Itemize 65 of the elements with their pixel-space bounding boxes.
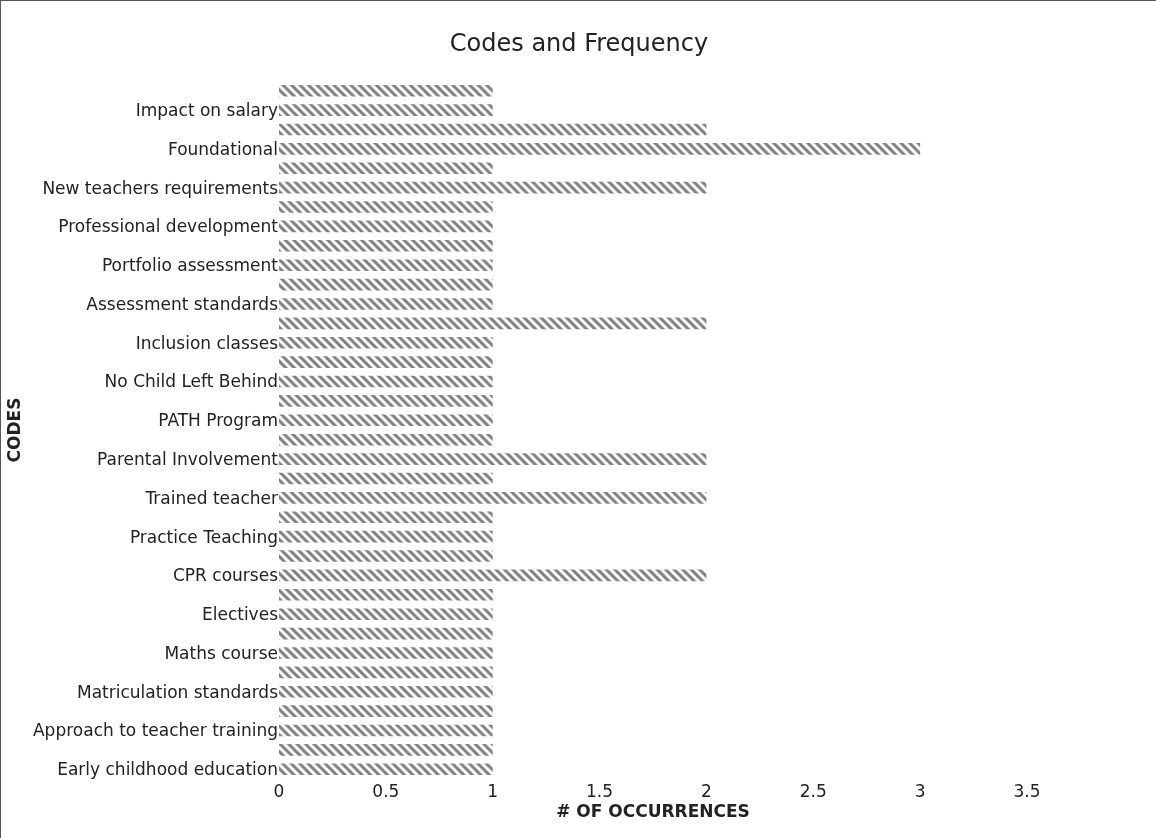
bar bbox=[279, 433, 493, 446]
bar bbox=[279, 375, 493, 388]
y-tick-label: Inclusion classes bbox=[135, 332, 279, 353]
bar bbox=[279, 259, 493, 272]
bar bbox=[279, 588, 493, 601]
bar bbox=[279, 666, 493, 679]
x-tick-label: 3.5 bbox=[1013, 781, 1041, 801]
y-tick-label: New teachers requirements bbox=[42, 177, 279, 198]
bar bbox=[279, 336, 493, 349]
bar bbox=[279, 511, 493, 524]
bar bbox=[279, 685, 493, 698]
y-tick-label: CPR courses bbox=[172, 565, 279, 586]
bar bbox=[279, 492, 707, 504]
bar bbox=[279, 627, 493, 640]
y-tick-label: Electives bbox=[201, 604, 279, 625]
y-tick-label: Impact on salary bbox=[135, 100, 278, 121]
chart-title: Codes and Frequency bbox=[449, 29, 709, 58]
y-axis-title: CODES bbox=[3, 397, 24, 463]
x-tick-label: 1 bbox=[487, 781, 499, 801]
bar bbox=[279, 608, 493, 621]
bar bbox=[279, 453, 707, 465]
bar bbox=[279, 220, 493, 233]
x-tick-label: 2 bbox=[701, 781, 712, 801]
bar bbox=[279, 569, 707, 582]
bar bbox=[279, 162, 493, 175]
y-tick-label: Maths course bbox=[164, 642, 278, 663]
bar bbox=[279, 123, 707, 136]
bar bbox=[279, 744, 493, 756]
bar bbox=[279, 201, 493, 213]
x-tick-label: 2.5 bbox=[799, 781, 827, 801]
bar bbox=[279, 298, 493, 310]
bar bbox=[279, 395, 493, 407]
bar bbox=[279, 104, 493, 116]
y-tick-label: Matriculation standards bbox=[77, 681, 279, 702]
y-tick-label: No Child Left Behind bbox=[104, 371, 278, 392]
y-tick-label: Practice Teaching bbox=[129, 526, 278, 547]
y-tick-label: Assessment standards bbox=[86, 293, 279, 314]
y-tick-label: PATH Program bbox=[158, 410, 278, 431]
bar bbox=[279, 317, 707, 330]
bar bbox=[279, 143, 921, 155]
bar bbox=[279, 84, 493, 97]
y-tick-label: Parental Involvement bbox=[97, 449, 279, 470]
x-axis-title: # OF OCCURRENCES bbox=[556, 801, 750, 821]
bar bbox=[279, 530, 493, 543]
bar bbox=[279, 278, 493, 291]
bar bbox=[279, 724, 493, 737]
bar bbox=[279, 472, 493, 485]
y-tick-label: Professional development bbox=[58, 216, 279, 237]
y-tick-label: Approach to teacher training bbox=[32, 720, 278, 741]
bar bbox=[279, 550, 493, 562]
y-tick-label: Portfolio assessment bbox=[101, 255, 279, 276]
x-tick-label: 0 bbox=[273, 781, 285, 801]
bar bbox=[279, 763, 493, 776]
bar bbox=[279, 181, 707, 194]
y-tick-label: Foundational bbox=[167, 138, 278, 159]
x-tick-label: 0.5 bbox=[372, 781, 400, 801]
bar bbox=[279, 647, 493, 659]
bar bbox=[279, 239, 493, 252]
y-tick-label: Trained teacher bbox=[144, 487, 278, 508]
x-tick-label: 3 bbox=[914, 781, 926, 801]
y-tick-label: Early childhood education bbox=[57, 759, 278, 780]
bar bbox=[279, 356, 493, 368]
bar bbox=[279, 414, 493, 427]
x-tick-label: 1.5 bbox=[586, 781, 614, 801]
bar bbox=[279, 705, 493, 717]
